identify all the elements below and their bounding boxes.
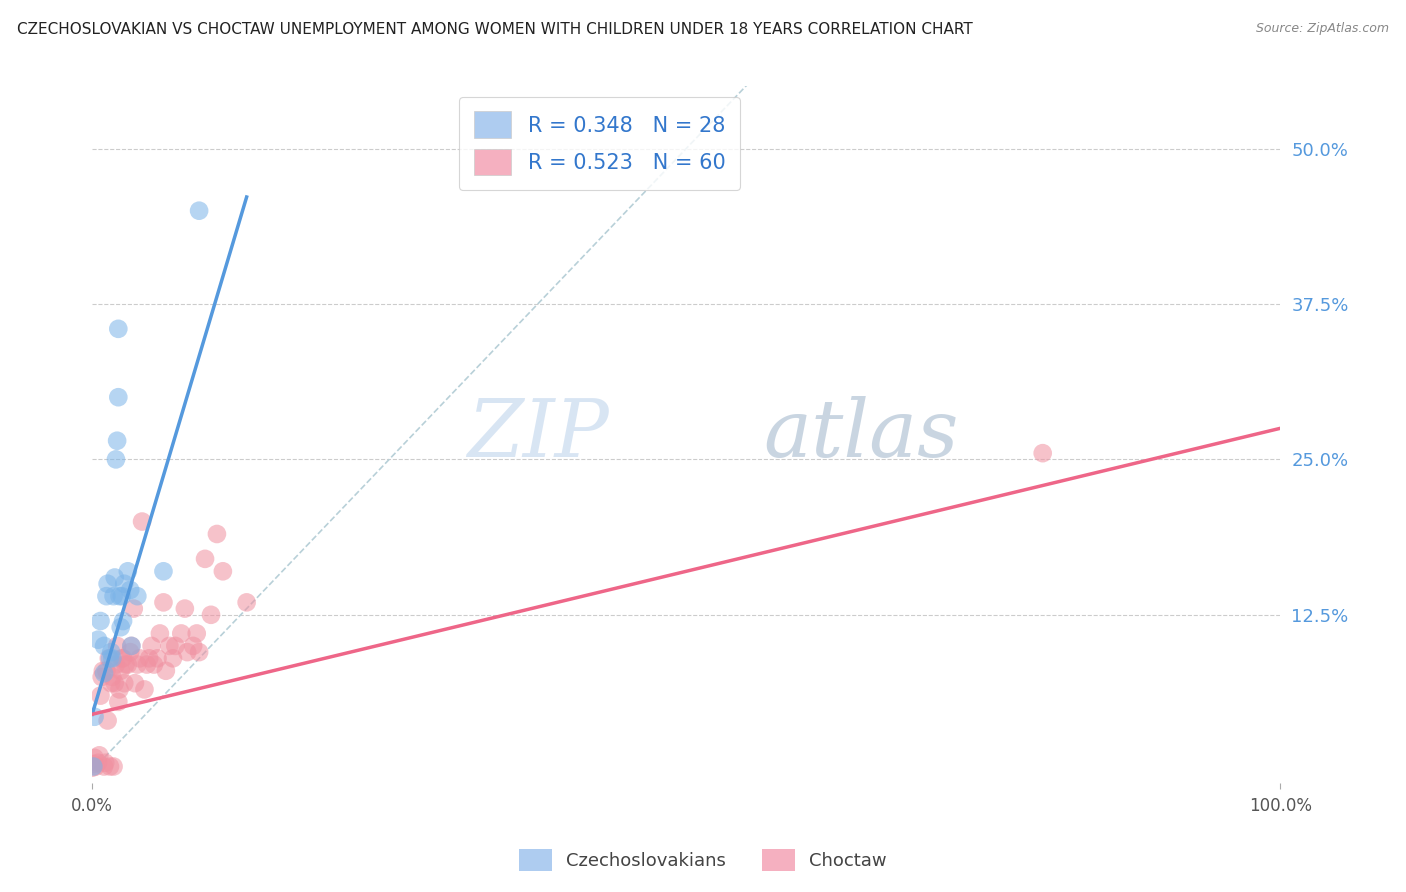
- Point: [98, 651, 121, 665]
- Point: [87, 632, 110, 647]
- Point: [82, 759, 104, 773]
- Point: [157, 639, 180, 653]
- Point: [84, 759, 107, 773]
- Point: [120, 639, 142, 653]
- Point: [83, 710, 105, 724]
- Point: [98, 759, 121, 773]
- Point: [122, 601, 145, 615]
- Point: [152, 564, 174, 578]
- Point: [188, 203, 211, 218]
- Point: [103, 759, 125, 773]
- Point: [124, 676, 146, 690]
- Point: [155, 664, 177, 678]
- Point: [100, 645, 122, 659]
- Point: [101, 651, 124, 665]
- Point: [120, 582, 142, 597]
- Point: [105, 434, 128, 448]
- Point: [186, 626, 208, 640]
- Point: [107, 390, 129, 404]
- Point: [1032, 446, 1054, 460]
- Point: [111, 589, 134, 603]
- Point: [110, 620, 132, 634]
- Point: [194, 552, 217, 566]
- Text: CZECHOSLOVAKIAN VS CHOCTAW UNEMPLOYMENT AMONG WOMEN WITH CHILDREN UNDER 18 YEARS: CZECHOSLOVAKIAN VS CHOCTAW UNEMPLOYMENT …: [17, 22, 973, 37]
- Point: [141, 639, 163, 653]
- Point: [100, 676, 122, 690]
- Point: [112, 614, 135, 628]
- Point: [112, 676, 135, 690]
- Point: [134, 682, 156, 697]
- Point: [89, 748, 111, 763]
- Point: [104, 676, 127, 690]
- Point: [104, 452, 127, 467]
- Point: [146, 651, 169, 665]
- Point: [120, 639, 142, 653]
- Point: [89, 689, 111, 703]
- Point: [82, 761, 104, 775]
- Point: [96, 589, 118, 603]
- Point: [90, 670, 112, 684]
- Point: [105, 639, 128, 653]
- Point: [112, 576, 135, 591]
- Point: [94, 756, 117, 770]
- Point: [93, 639, 115, 653]
- Point: [117, 657, 139, 672]
- Point: [205, 527, 228, 541]
- Point: [165, 639, 187, 653]
- Point: [162, 651, 184, 665]
- Point: [93, 666, 115, 681]
- Point: [135, 657, 157, 672]
- Point: [107, 695, 129, 709]
- Point: [97, 651, 120, 665]
- Point: [114, 657, 136, 672]
- Point: [200, 607, 222, 622]
- Point: [173, 601, 195, 615]
- Legend: Czechoslovakians, Choctaw: Czechoslovakians, Choctaw: [512, 842, 894, 879]
- Point: [97, 576, 120, 591]
- Point: [149, 626, 172, 640]
- Point: [112, 651, 135, 665]
- Point: [82, 757, 104, 772]
- Point: [181, 639, 204, 653]
- Point: [89, 614, 111, 628]
- Point: [96, 664, 118, 678]
- Point: [91, 664, 114, 678]
- Point: [188, 645, 211, 659]
- Point: [212, 564, 235, 578]
- Point: [120, 645, 142, 659]
- Point: [152, 595, 174, 609]
- Point: [127, 657, 149, 672]
- Text: ZIP: ZIP: [467, 396, 609, 474]
- Point: [170, 626, 193, 640]
- Point: [110, 664, 132, 678]
- Legend: R = 0.348   N = 28, R = 0.523   N = 60: R = 0.348 N = 28, R = 0.523 N = 60: [458, 96, 740, 190]
- Point: [101, 670, 124, 684]
- Point: [143, 657, 166, 672]
- Point: [117, 564, 139, 578]
- Point: [104, 570, 127, 584]
- Point: [127, 589, 149, 603]
- Point: [103, 589, 125, 603]
- Point: [235, 595, 257, 609]
- Point: [111, 651, 134, 665]
- Point: [108, 682, 131, 697]
- Point: [83, 751, 105, 765]
- Point: [104, 657, 127, 672]
- Point: [108, 589, 131, 603]
- Point: [93, 759, 115, 773]
- Text: Source: ZipAtlas.com: Source: ZipAtlas.com: [1256, 22, 1389, 36]
- Point: [107, 322, 129, 336]
- Point: [131, 515, 153, 529]
- Point: [128, 651, 150, 665]
- Point: [138, 651, 160, 665]
- Point: [87, 756, 110, 770]
- Text: atlas: atlas: [763, 396, 959, 474]
- Point: [176, 645, 198, 659]
- Point: [97, 714, 120, 728]
